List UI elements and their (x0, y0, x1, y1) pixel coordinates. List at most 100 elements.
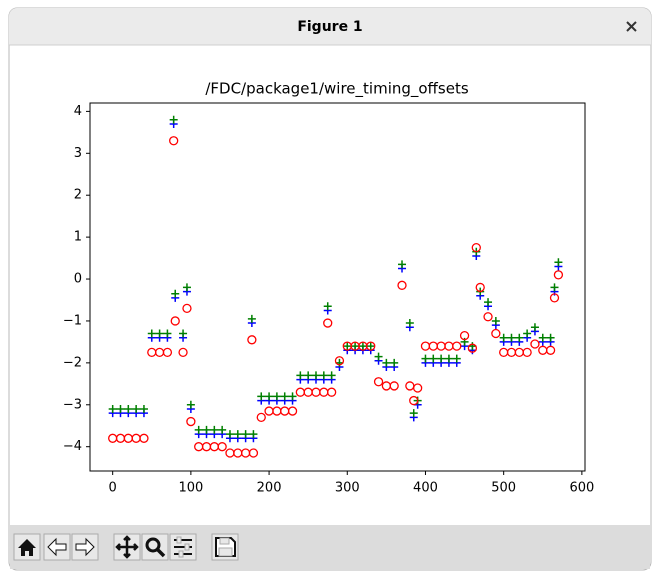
point (210, 425, 219, 434)
point (459, 330, 470, 341)
point (549, 293, 560, 303)
point (163, 329, 172, 338)
point (409, 395, 419, 406)
point (405, 319, 414, 328)
home-button[interactable] (13, 533, 41, 561)
x-tick-label: 300 (335, 481, 360, 496)
configure-button[interactable] (169, 533, 197, 561)
point (116, 404, 125, 413)
point (545, 345, 556, 355)
point (139, 404, 148, 413)
point (437, 354, 446, 363)
y-tick-label: 2 (74, 188, 82, 203)
point (491, 328, 501, 339)
point (194, 425, 203, 434)
point (499, 333, 508, 342)
point (265, 392, 274, 401)
point (162, 347, 173, 358)
point (182, 303, 192, 314)
point (444, 354, 453, 363)
title-bar (9, 8, 651, 45)
point (155, 329, 164, 338)
point (475, 282, 485, 293)
point (304, 371, 313, 380)
point (507, 333, 516, 342)
point (467, 343, 478, 353)
point (484, 298, 493, 307)
point (280, 392, 289, 401)
point (257, 392, 266, 401)
point (515, 333, 524, 342)
point (326, 387, 337, 397)
zoom-button[interactable] (141, 533, 169, 561)
point (553, 270, 564, 280)
point (468, 342, 477, 351)
point (530, 339, 540, 349)
x-tick-label: 500 (491, 481, 516, 496)
point (217, 442, 227, 452)
point (398, 260, 407, 269)
point (171, 289, 180, 298)
point (288, 392, 297, 401)
point (218, 425, 227, 434)
point (351, 342, 360, 351)
y-tick-label: 3 (74, 146, 82, 161)
point (413, 383, 423, 393)
pan-button[interactable] (113, 533, 141, 561)
point (522, 347, 532, 358)
point (247, 335, 257, 345)
point (409, 409, 418, 418)
plot-frame (89, 102, 586, 472)
point (178, 347, 188, 358)
point (323, 302, 332, 311)
window-title: Figure 1 (297, 19, 362, 35)
y-tick-label: −3 (63, 397, 82, 412)
point (523, 329, 532, 338)
point (225, 430, 234, 439)
point (538, 333, 547, 342)
point (452, 354, 461, 363)
point (186, 416, 196, 427)
save-button[interactable] (211, 533, 239, 561)
back-button[interactable] (43, 533, 71, 561)
point (530, 323, 539, 332)
point (390, 358, 399, 367)
point (366, 342, 375, 351)
point (334, 356, 345, 366)
point (233, 430, 242, 439)
forward-button[interactable] (71, 533, 99, 561)
point (397, 280, 407, 290)
toolbar (10, 525, 650, 569)
point (124, 404, 133, 413)
point (170, 316, 180, 326)
close-button[interactable] (626, 21, 637, 32)
point (327, 371, 336, 380)
point (421, 354, 430, 363)
point (182, 283, 191, 292)
point (550, 283, 559, 292)
point (169, 136, 179, 146)
point (319, 371, 328, 380)
point (483, 312, 493, 322)
point (429, 354, 438, 363)
point (248, 448, 259, 458)
y-tick-label: 0 (74, 272, 82, 287)
y-tick-label: −2 (63, 355, 82, 370)
point (139, 433, 149, 443)
point (202, 425, 211, 434)
x-tick-label: 400 (413, 481, 438, 496)
point (186, 400, 195, 409)
point (373, 377, 384, 387)
y-tick-label: 4 (74, 104, 82, 119)
point (147, 329, 156, 338)
point (108, 404, 117, 413)
y-tick-label: −1 (63, 313, 82, 328)
x-tick-label: 200 (257, 481, 282, 496)
point (287, 406, 298, 416)
point (132, 404, 141, 413)
point (366, 341, 376, 351)
point (382, 358, 391, 367)
point (389, 381, 399, 391)
point (169, 115, 178, 124)
